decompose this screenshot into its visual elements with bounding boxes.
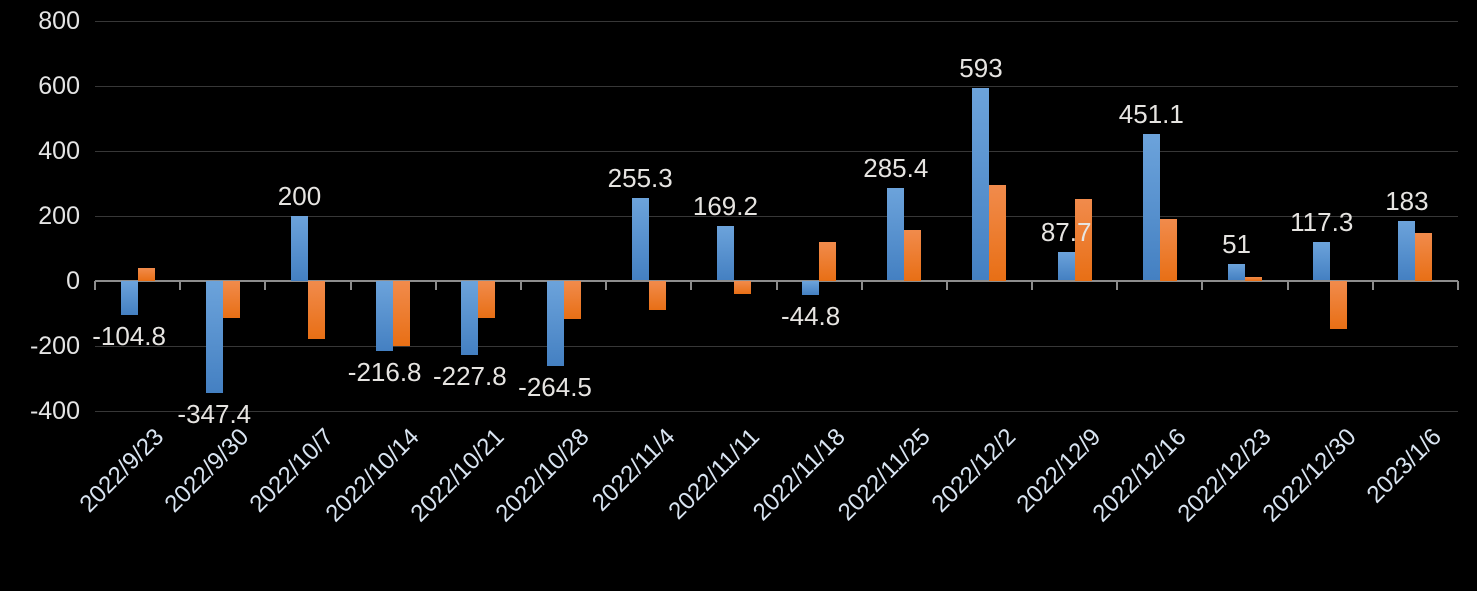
data-label-2022-12-30: 117.3 xyxy=(1290,207,1354,238)
bar-blue-series-2022-11-4 xyxy=(631,197,649,281)
data-label-2022-10-7: 200 xyxy=(277,180,322,211)
y-axis-tick-label: 800 xyxy=(38,6,80,35)
bar-orange-series-2022-10-14 xyxy=(393,280,411,346)
x-axis-tick xyxy=(1371,280,1374,290)
bar-blue-series-2022-10-28 xyxy=(546,280,564,367)
data-label-2022-10-28: -264.5 xyxy=(518,372,592,403)
bar-blue-series-2022-11-25 xyxy=(887,187,905,281)
x-axis-tick xyxy=(519,280,522,290)
x-axis-label-2023-1-6: 2023/1/6 xyxy=(1361,423,1447,509)
bar-orange-series-2022-11-18 xyxy=(819,241,837,281)
x-axis-tick xyxy=(860,280,863,290)
bar-orange-series-2023-1-6 xyxy=(1415,233,1433,281)
bar-orange-series-2022-12-2 xyxy=(989,184,1007,281)
gridline--200 xyxy=(95,345,1458,347)
bar-blue-series-2022-9-23 xyxy=(120,280,138,315)
gridline-600 xyxy=(95,85,1458,87)
x-axis-tick xyxy=(94,280,96,290)
bar-blue-series-2022-12-30 xyxy=(1313,242,1331,281)
bar-blue-series-2022-12-2 xyxy=(972,87,990,281)
x-axis-tick xyxy=(434,280,437,290)
bar-orange-series-2022-12-23 xyxy=(1245,277,1263,281)
data-label-2022-11-4: 255.3 xyxy=(607,162,673,193)
gridline-400 xyxy=(95,150,1458,152)
data-label-2022-12-16: 451.1 xyxy=(1118,98,1184,129)
bar-orange-series-2022-12-16 xyxy=(1159,218,1177,281)
data-label-2022-12-2: 593 xyxy=(959,52,1003,83)
bar-orange-series-2022-9-23 xyxy=(137,267,155,281)
data-label-2023-1-6: 183 xyxy=(1385,186,1429,217)
gridline--400 xyxy=(95,410,1458,412)
x-axis-tick xyxy=(605,280,608,290)
bar-blue-series-2022-10-14 xyxy=(376,280,394,351)
x-axis-tick xyxy=(1031,280,1034,290)
bar-orange-series-2022-11-25 xyxy=(904,230,922,281)
data-label-2022-11-18: -44.8 xyxy=(780,301,841,332)
data-label-2022-12-9: 87.7 xyxy=(1040,216,1092,247)
x-axis-tick xyxy=(945,280,948,290)
bar-blue-series-2022-12-9 xyxy=(1057,251,1075,281)
x-axis-tick xyxy=(179,280,182,290)
data-label-2022-11-25: 285.4 xyxy=(863,152,929,183)
bar-blue-series-2022-10-7 xyxy=(290,215,308,281)
bar-orange-series-2022-11-11 xyxy=(733,280,751,295)
x-axis-tick xyxy=(1286,280,1289,290)
y-axis-tick-label: 0 xyxy=(66,266,80,295)
bar-orange-series-2022-11-4 xyxy=(648,280,666,310)
data-label-2022-11-11: 169.2 xyxy=(692,190,758,221)
x-axis-label-2022-9-23: 2022/9/23 xyxy=(74,423,169,518)
x-axis-tick xyxy=(1457,280,1459,290)
gridline-800 xyxy=(95,20,1458,22)
y-axis-tick-label: 600 xyxy=(38,71,80,100)
data-label-2022-10-14: -216.8 xyxy=(347,356,422,387)
bar-blue-series-2023-1-6 xyxy=(1398,221,1416,281)
data-label-2022-10-21: -227.8 xyxy=(432,360,507,391)
y-axis-tick-label: -200 xyxy=(29,331,80,360)
bar-orange-series-2022-12-9 xyxy=(1074,199,1092,281)
y-axis-tick-label: 200 xyxy=(38,201,80,230)
y-axis-tick-label: 400 xyxy=(38,136,80,165)
bar-orange-series-2022-10-28 xyxy=(563,280,581,319)
y-axis-tick-label: -400 xyxy=(29,396,80,425)
x-axis-tick xyxy=(1116,280,1119,290)
bar-blue-series-2022-11-11 xyxy=(716,225,734,281)
gridline-200 xyxy=(95,215,1458,217)
x-axis-tick xyxy=(775,280,778,290)
bar-blue-series-2022-12-23 xyxy=(1228,263,1246,281)
bar-orange-series-2022-10-21 xyxy=(478,280,496,318)
x-axis-label-2022-11-18: 2022/11/18 xyxy=(747,423,851,527)
x-axis-tick xyxy=(690,280,693,290)
x-axis-tick xyxy=(1201,280,1204,290)
bar-orange-series-2022-12-30 xyxy=(1330,280,1348,330)
bar-blue-series-2022-12-16 xyxy=(1142,133,1160,281)
x-axis-label-2022-11-25: 2022/11/25 xyxy=(832,423,936,527)
x-axis-tick xyxy=(264,280,267,290)
bar-orange-series-2022-10-7 xyxy=(307,280,325,339)
bar-orange-series-2022-9-30 xyxy=(222,280,240,318)
x-axis-label-2022-12-2: 2022/12/2 xyxy=(926,423,1021,518)
data-label-2022-9-23: -104.8 xyxy=(92,320,166,351)
x-axis-label-2022-9-30: 2022/9/30 xyxy=(159,423,255,518)
data-label-2022-9-30: -347.4 xyxy=(177,399,252,430)
x-axis-tick xyxy=(349,280,352,290)
bar-blue-series-2022-10-21 xyxy=(461,280,479,355)
bar-blue-series-2022-9-30 xyxy=(205,280,223,394)
bar-blue-series-2022-11-18 xyxy=(802,280,820,296)
data-label-2022-12-23: 51 xyxy=(1222,228,1251,259)
